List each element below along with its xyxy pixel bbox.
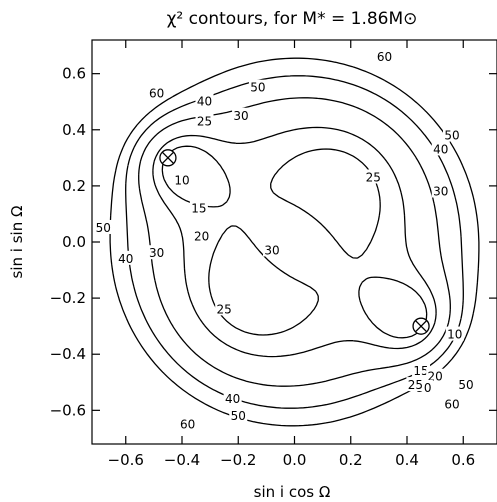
contour-label: 50 [444,128,459,142]
contour-label-bg [195,113,214,128]
x-axis-label: sin i cos Ω [254,483,331,501]
contour-label-bg [192,228,211,243]
contour-label: 40 [197,95,212,109]
contour-label: 30 [433,185,448,199]
contour-label-bg [364,169,383,184]
contour-label-bg [426,368,445,383]
contour-label: 20 [194,229,209,243]
contour-label-bg [443,127,461,142]
y-tick-label: 0.0 [62,233,86,251]
contour-label-bg [263,242,281,257]
x-tick-label: −0.6 [108,451,144,469]
x-axis: −0.6 −0.4 −0.2 0.0 0.2 0.4 0.6 [108,40,475,469]
y-tick-label: 0.6 [62,65,86,83]
minima-markers [159,149,430,335]
contour-label: 60 [377,50,392,64]
x-tick-label: 0.0 [283,451,307,469]
contour-label: 10 [174,173,189,187]
x-tick-label: 0.2 [339,451,363,469]
contour-label: 15 [191,201,206,215]
contour-label: 30 [233,109,248,123]
contour-label-bg [406,377,425,392]
contour-label-bg [431,183,450,198]
contour-label: 60 [444,398,459,412]
contour-label: 50 [250,81,265,95]
contour-label-bg [94,219,113,234]
minimum-marker [159,149,177,167]
contour-label: 25 [217,302,232,316]
contour-label-bg [147,85,166,100]
contour-label-bg [223,391,242,406]
contour-label: 30 [264,243,279,257]
contour-level-50 [125,75,464,409]
contour-label-bg [445,326,464,341]
minimum-marker [412,317,430,335]
y-tick-label: −0.6 [50,401,86,419]
contour-level-40 [138,97,451,387]
contour-label-bg [189,200,208,215]
contour-label-bg [195,93,214,108]
contour-label: 60 [180,417,195,431]
x-tick-label: −0.4 [164,451,200,469]
contour-label-bg [215,301,234,316]
y-tick-label: −0.4 [50,345,86,363]
x-tick-label: −0.2 [220,451,256,469]
contour-label-bg [147,245,166,260]
contour-label-bg [178,416,197,431]
y-tick-label: −0.2 [50,289,86,307]
contour-level-30 [152,126,437,358]
contour-label: 40 [118,252,133,266]
contour-level-25 [161,145,428,339]
contour-label-bg [229,407,248,422]
contour-label-bg [173,172,191,187]
contour-labels: 6060504030251015203040502530405030251015… [94,48,476,431]
y-axis: −0.6 −0.4 −0.2 0.0 0.2 0.4 0.6 [50,65,497,419]
contour-label: 25 [197,114,212,128]
contour-label: 25 [366,170,381,184]
contour-label: 50 [96,221,111,235]
contour-label-bg [116,250,135,265]
x-tick-label: 0.6 [451,451,475,469]
contour-label: 10 [447,328,462,342]
contour-label-bg [248,79,267,94]
contour-label: 50 [458,378,473,392]
contour-label: 25 [408,378,423,392]
contour-label: 40 [225,392,240,406]
contour-label: 30 [149,246,164,260]
contour-label: 40 [433,142,448,156]
x-tick-label: 0.4 [395,451,419,469]
contour-label-bg [232,107,251,122]
contour-label-bg [431,141,450,156]
contour-label: 15 [413,364,428,378]
contour-label-bg [412,363,431,378]
y-axis-label: sin i sin Ω [8,206,26,279]
contour-label-bg [443,396,461,411]
contour-label-bg [375,48,394,63]
y-tick-label: 0.4 [62,121,86,139]
chart-title: χ² contours, for M* = 1.86M⊙ [167,9,418,29]
contour-label: 60 [149,86,164,100]
contour-label: 50 [231,409,246,423]
y-tick-label: 0.2 [62,177,86,195]
contour-label-bg [457,377,476,392]
